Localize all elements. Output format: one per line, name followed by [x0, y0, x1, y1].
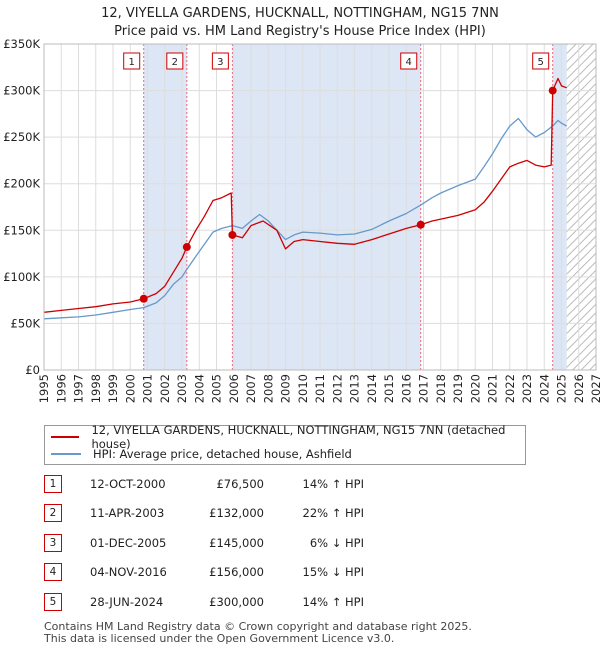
transaction-hpi: 14% ↑ HPI [302, 595, 364, 609]
ownership-shade [232, 44, 421, 370]
x-tick-label: 2018 [434, 374, 448, 403]
x-tick-label: 1998 [89, 374, 103, 403]
transaction-number: 2 [44, 504, 62, 522]
transaction-hpi: 15% ↓ HPI [302, 565, 364, 579]
sale-label-text: 2 [172, 57, 178, 68]
transaction-number: 4 [44, 563, 62, 581]
ownership-shade [143, 44, 187, 370]
x-tick-label: 1996 [54, 374, 68, 403]
sale-point [228, 230, 237, 239]
sale-point [139, 294, 148, 303]
y-tick-label: £100K [3, 270, 40, 284]
transaction-number: 1 [44, 475, 62, 493]
sale-label-text: 1 [129, 57, 135, 68]
x-tick-label: 2022 [503, 374, 517, 403]
chart-legend: 12, VIYELLA GARDENS, HUCKNALL, NOTTINGHA… [44, 423, 526, 465]
property-line-swatch [51, 436, 80, 438]
x-tick-label: 2001 [141, 374, 155, 403]
sale-label-box [166, 52, 184, 70]
x-tick-label: 2003 [175, 374, 189, 403]
transaction-number: 3 [44, 534, 62, 552]
y-tick-label: £200K [3, 177, 40, 191]
x-tick-label: 2011 [313, 374, 327, 403]
property-price-line [43, 77, 567, 313]
forecast-region [566, 44, 596, 370]
x-tick-label: 2021 [486, 374, 500, 403]
sale-label-box [211, 52, 229, 70]
chart-title-line1: 12, VIYELLA GARDENS, HUCKNALL, NOTTINGHA… [101, 6, 499, 21]
footer-copyright: Contains HM Land Registry data © Crown c… [44, 620, 472, 633]
plot-border [43, 43, 597, 371]
x-tick-label: 2019 [451, 374, 465, 403]
transaction-price: £132,000 [209, 506, 264, 520]
hpi-line [43, 117, 568, 320]
x-tick-label: 2014 [365, 374, 379, 403]
chart-title-line2: Price paid vs. HM Land Registry's House … [114, 24, 486, 39]
transaction-date: 28-JUN-2024 [90, 595, 164, 609]
x-tick-label: 1999 [106, 374, 120, 403]
legend-item-property: 12, VIYELLA GARDENS, HUCKNALL, NOTTINGHA… [51, 423, 525, 451]
x-tick-label: 2000 [123, 374, 137, 403]
transaction-price: £76,500 [216, 477, 264, 491]
legend-property-label: 12, VIYELLA GARDENS, HUCKNALL, NOTTINGHA… [91, 423, 506, 451]
sale-label-text: 4 [406, 57, 412, 68]
x-tick-label: 2016 [399, 374, 413, 403]
sale-point [416, 220, 425, 229]
transaction-price: £300,000 [209, 595, 264, 609]
transaction-date: 11-APR-2003 [90, 506, 165, 520]
x-tick-label: 2005 [210, 374, 224, 403]
transaction-date: 01-DEC-2005 [90, 536, 167, 550]
transaction-date: 04-NOV-2016 [90, 565, 167, 579]
x-tick-label: 2009 [279, 374, 293, 403]
y-tick-label: £300K [3, 84, 40, 98]
hpi-line-swatch [51, 453, 81, 455]
sale-label-box [532, 52, 550, 70]
x-tick-label: 2010 [296, 374, 310, 403]
x-tick-label: 2012 [330, 374, 344, 403]
sale-label-text: 5 [538, 57, 544, 68]
y-tick-label: £50K [11, 316, 41, 330]
transaction-price: £145,000 [209, 536, 264, 550]
x-tick-label: 2025 [555, 374, 569, 403]
x-tick-label: 2015 [382, 374, 396, 403]
legend-item-hpi: HPI: Average price, detached house, Ashf… [51, 446, 352, 462]
x-tick-label: 1997 [72, 374, 86, 403]
x-tick-label: 2020 [468, 374, 482, 403]
transaction-date: 12-OCT-2000 [90, 477, 166, 491]
x-tick-label: 2023 [520, 374, 534, 403]
x-tick-label: 2008 [261, 374, 275, 403]
sale-point [182, 243, 191, 252]
sale-label-box [123, 52, 141, 70]
x-tick-label: 2007 [244, 374, 258, 403]
sale-point [548, 86, 557, 95]
transaction-hpi: 14% ↑ HPI [302, 477, 364, 491]
footer-licence: This data is licensed under the Open Gov… [44, 632, 395, 645]
x-tick-label: 2024 [537, 374, 551, 403]
sale-label-box [400, 52, 418, 70]
transaction-number: 5 [44, 593, 62, 611]
y-tick-label: £350K [3, 37, 40, 51]
x-tick-label: 2006 [227, 374, 241, 403]
x-tick-label: 2027 [589, 374, 600, 403]
x-tick-label: 2017 [417, 374, 431, 403]
ownership-shade [552, 44, 567, 370]
transaction-price: £156,000 [209, 565, 264, 579]
sale-label-text: 3 [217, 57, 223, 68]
x-tick-label: 2002 [158, 374, 172, 403]
y-tick-label: £150K [3, 223, 40, 237]
legend-hpi-label: HPI: Average price, detached house, Ashf… [93, 447, 352, 461]
y-tick-label: £0 [25, 363, 40, 377]
transaction-hpi: 6% ↓ HPI [309, 536, 364, 550]
transaction-hpi: 22% ↑ HPI [302, 506, 364, 520]
x-tick-label: 2026 [572, 374, 586, 403]
price-chart: 1 2 3 4 5 £0 £50K £100K £150K £200K £250K £300K £350… [3, 37, 600, 403]
x-tick-label: 2013 [348, 374, 362, 403]
y-tick-label: £250K [3, 130, 40, 144]
x-tick-label: 2004 [192, 374, 206, 403]
x-tick-label: 1995 [37, 374, 51, 403]
